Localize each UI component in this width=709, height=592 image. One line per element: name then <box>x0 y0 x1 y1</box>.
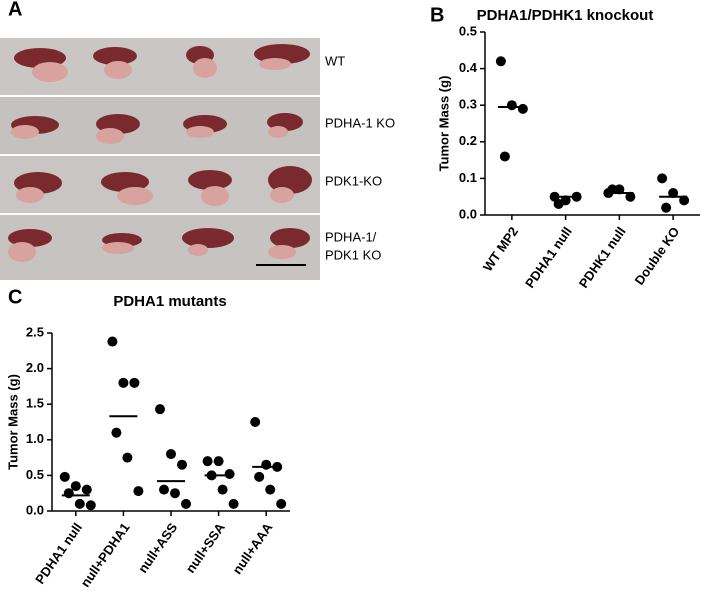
data-point <box>59 471 70 482</box>
chart-title: PDHA1 mutants <box>113 293 226 310</box>
data-point <box>170 488 180 499</box>
x-tick-label: null+ASS <box>135 520 180 576</box>
panel-letter: A <box>8 0 22 20</box>
row-label: PDK1-KO <box>325 173 382 188</box>
y-tick-label: 2.5 <box>26 324 44 339</box>
y-tick-label: 0.2 <box>459 133 477 148</box>
data-point <box>679 195 690 206</box>
data-point <box>668 188 679 199</box>
data-point <box>107 336 118 347</box>
y-axis-label: Tumor Mass (g) <box>5 374 20 470</box>
x-tick-label: null+SSA <box>183 520 229 576</box>
data-point <box>614 184 625 195</box>
data-point <box>74 498 85 509</box>
data-point <box>661 202 672 213</box>
data-point <box>85 500 96 511</box>
y-tick-label: 0.3 <box>459 97 477 112</box>
x-tick-label: PDHA1 null <box>522 224 575 291</box>
data-point <box>213 456 224 467</box>
row-label: WT <box>325 53 345 68</box>
y-tick-label: 0.5 <box>26 467 44 482</box>
panel-letter: C <box>8 286 22 308</box>
data-point <box>250 417 261 427</box>
data-point <box>228 498 239 509</box>
x-tick-label: Double KO <box>632 224 683 288</box>
data-point <box>159 484 169 495</box>
x-tick-label: null+PDHA1 <box>78 520 133 587</box>
data-point <box>625 191 636 202</box>
data-point <box>63 488 74 499</box>
chart-title: PDHA1/PDHK1 knockout <box>477 7 654 24</box>
data-point <box>133 486 144 497</box>
data-point <box>181 498 191 509</box>
data-point <box>155 404 165 415</box>
y-tick-label: 0.5 <box>459 23 477 38</box>
x-tick-label: PDHK1 null <box>576 224 629 291</box>
tissue-photo <box>0 38 320 280</box>
data-point <box>118 377 129 388</box>
data-point <box>276 498 287 509</box>
x-tick-label: PDHA1 null <box>32 520 85 587</box>
data-point <box>495 56 506 67</box>
y-tick-label: 1.0 <box>26 431 44 446</box>
y-tick-label: 0.4 <box>459 60 478 75</box>
x-tick-label: null+AAA <box>229 520 275 577</box>
data-point <box>499 151 510 162</box>
data-point <box>217 484 228 495</box>
data-point <box>202 456 213 467</box>
y-tick-label: 0.0 <box>26 502 44 517</box>
data-point <box>517 103 528 114</box>
data-point <box>506 100 517 111</box>
data-point <box>254 471 265 482</box>
row-label: PDK1 KO <box>325 247 381 262</box>
data-point <box>553 199 564 210</box>
data-point <box>70 481 81 492</box>
panel-letter: B <box>430 4 444 26</box>
y-tick-label: 2.0 <box>26 360 44 375</box>
row-label: PDHA-1/ <box>325 229 377 244</box>
data-point <box>607 184 618 195</box>
data-point <box>177 459 187 470</box>
y-tick-label: 0.1 <box>459 170 477 185</box>
x-tick-label: WT MP2 <box>480 224 521 274</box>
data-point <box>224 468 235 479</box>
data-point <box>122 452 133 463</box>
data-point <box>166 449 176 460</box>
data-point <box>81 484 92 495</box>
data-point <box>657 173 668 184</box>
data-point <box>111 427 122 438</box>
data-point <box>129 377 140 388</box>
y-axis-label: Tumor Mass (g) <box>436 76 451 172</box>
row-label: PDHA-1 KO <box>325 115 395 130</box>
data-point <box>261 459 272 470</box>
data-point <box>265 484 276 495</box>
y-tick-label: 1.5 <box>26 396 44 411</box>
y-tick-label: 0.0 <box>459 206 477 221</box>
